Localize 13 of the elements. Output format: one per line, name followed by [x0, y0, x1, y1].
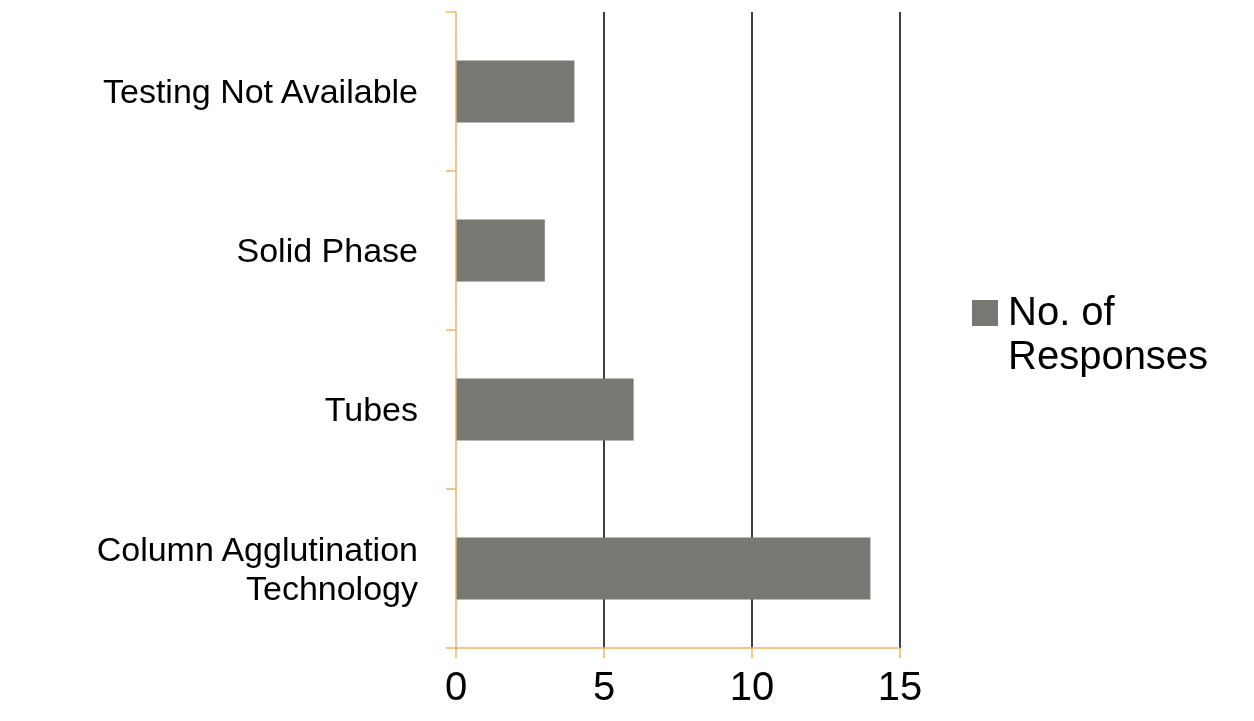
x-tick-label: 5: [592, 664, 616, 708]
y-tick-label: Solid Phase: [236, 231, 418, 270]
x-tick-label: 0: [444, 664, 468, 708]
bar: [456, 60, 575, 123]
y-tick-label: Column Agglutination Technology: [96, 529, 418, 607]
y-tick-label: Tubes: [324, 390, 418, 429]
y-tick-label: Testing Not Available: [102, 72, 418, 111]
x-tick-label: 10: [729, 664, 775, 708]
bar: [456, 219, 545, 282]
x-tick-label: 15: [877, 664, 923, 708]
bar: [456, 378, 634, 441]
bar: [456, 537, 871, 600]
legend-label: No. of Responses: [1008, 289, 1209, 377]
